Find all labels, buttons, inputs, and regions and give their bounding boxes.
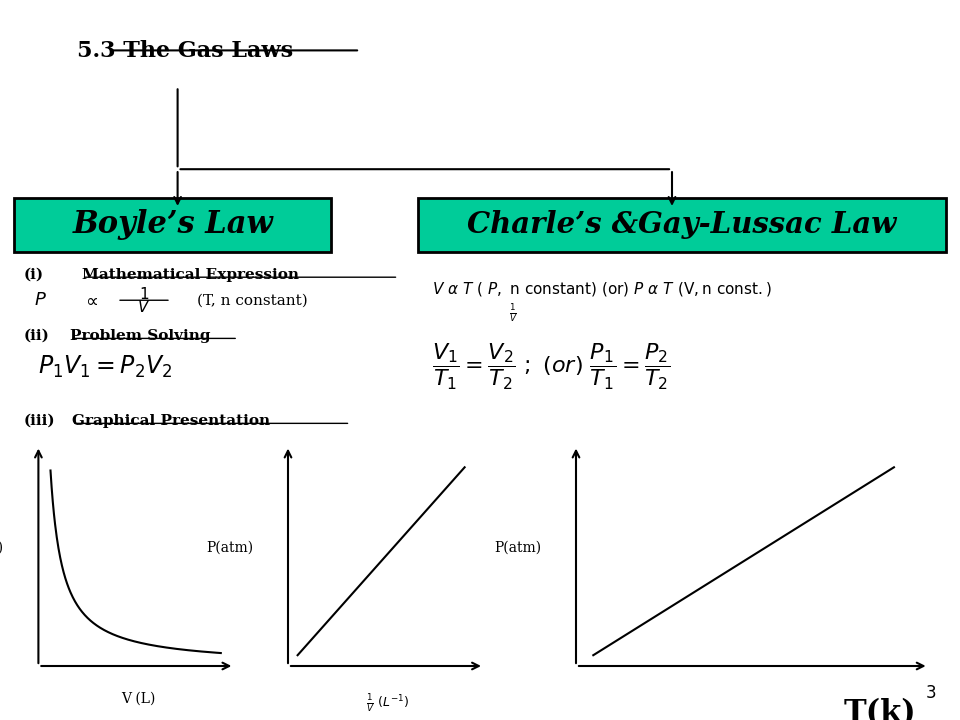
Text: (T, n constant): (T, n constant)	[197, 293, 307, 307]
Text: $\frac{1}{V}\ (L^{-1})$: $\frac{1}{V}\ (L^{-1})$	[366, 692, 410, 714]
Text: Charle’s &Gay-Lussac Law: Charle’s &Gay-Lussac Law	[467, 210, 897, 239]
Text: $P$: $P$	[34, 291, 46, 310]
Text: $\propto$: $\propto$	[82, 291, 98, 310]
Text: $P_1V_1 = P_2V_2$: $P_1V_1 = P_2V_2$	[38, 354, 173, 380]
Text: Mathematical Expression: Mathematical Expression	[82, 268, 299, 282]
Text: Boyle’s Law: Boyle’s Law	[72, 209, 274, 240]
Text: (ii): (ii)	[24, 329, 50, 343]
Text: $1$: $1$	[139, 286, 149, 302]
Text: P(atm): P(atm)	[206, 540, 253, 554]
Text: (iii): (iii)	[24, 414, 56, 428]
FancyBboxPatch shape	[418, 198, 946, 252]
Text: P(atm): P(atm)	[494, 540, 541, 554]
Text: P(atm): P(atm)	[0, 540, 4, 554]
Text: $V$: $V$	[137, 300, 151, 315]
Text: Graphical Presentation: Graphical Presentation	[72, 414, 270, 428]
Text: 3: 3	[925, 684, 936, 702]
Text: Problem Solving: Problem Solving	[70, 329, 210, 343]
FancyBboxPatch shape	[14, 198, 331, 252]
Text: $\dfrac{V_1}{T_1} = \dfrac{V_2}{T_2}\ ;\ (or)\ \dfrac{P_1}{T_1} = \dfrac{P_2}{T_: $\dfrac{V_1}{T_1} = \dfrac{V_2}{T_2}\ ;\…	[432, 342, 670, 392]
Text: (i): (i)	[24, 268, 44, 282]
Text: T(k): T(k)	[844, 698, 917, 720]
Text: 5.3 The Gas Laws: 5.3 The Gas Laws	[77, 40, 293, 62]
Text: $\frac{1}{V}$: $\frac{1}{V}$	[510, 302, 517, 324]
Text: V (L): V (L)	[121, 692, 156, 706]
Text: $V\ \alpha\ T\ (\ P,\ \mathrm{n\ constant})\ (\mathrm{or})\ P\ \alpha\ T\ (\math: $V\ \alpha\ T\ (\ P,\ \mathrm{n\ constan…	[432, 280, 772, 298]
